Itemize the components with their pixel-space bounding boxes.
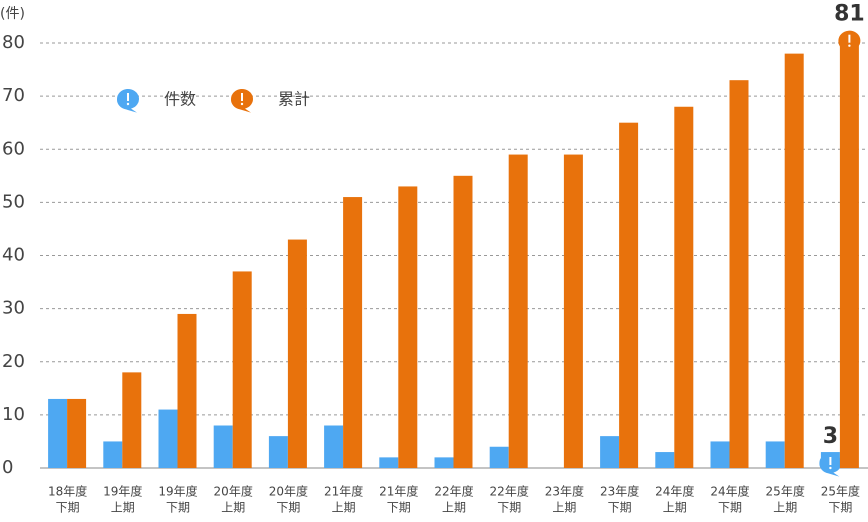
x-tick-label: 19年度 [158,484,197,499]
bubble-mark [848,44,851,47]
bar [324,425,344,468]
x-tick-label: 下期 [828,501,852,515]
x-tick-label: 上期 [663,501,687,515]
bubble-mark [829,457,832,465]
bubble-mark [126,102,130,106]
x-tick-label: 21年度 [379,484,418,499]
x-tick-label: 上期 [111,501,135,515]
x-tick-label: 上期 [773,501,797,515]
x-tick-label: 24年度 [655,484,694,499]
legend-label: 件数 [164,90,196,109]
bar [434,457,454,468]
bar [710,441,730,468]
x-tick-label: 18年度 [48,484,87,499]
x-tick-label: 25年度 [821,484,860,499]
y-tick-label: 50 [2,191,25,212]
bar [453,175,473,468]
x-tick-label: 下期 [276,501,300,515]
x-tick-label: 22年度 [434,484,473,499]
bar [158,409,178,468]
bar [674,106,694,468]
bar [48,398,68,468]
bubble-mark [848,34,851,43]
legend-icon [116,88,139,113]
x-tick-label: 下期 [718,501,742,515]
x-tick-label: 上期 [221,501,245,515]
x-tick-label: 20年度 [214,484,253,499]
x-tick-label: 上期 [552,501,576,515]
x-tick-label: 23年度 [600,484,639,499]
legend-icon [230,88,253,113]
bar [839,37,859,468]
value-label: 3 [823,424,838,449]
unit-label: (件) [0,6,25,22]
bubble-mark [240,102,244,106]
bubble-mark [127,93,129,101]
y-tick-label: 20 [2,351,25,372]
bar [729,80,749,468]
y-tick-label: 10 [2,404,25,425]
bar [232,271,252,468]
x-tick-label: 22年度 [490,484,529,499]
x-tick-label: 下期 [387,501,411,515]
x-tick-label: 上期 [332,501,356,515]
bar [343,197,363,468]
y-tick-label: 0 [2,457,13,478]
x-tick-label: 21年度 [324,484,363,499]
value-bubble [838,30,861,55]
bar [619,122,639,468]
y-tick-label: 40 [2,245,25,266]
x-tick-label: 19年度 [103,484,142,499]
y-tick-label: 60 [2,138,25,159]
value-label: 81 [834,2,865,27]
bar [784,53,804,468]
x-tick-label: 下期 [56,501,80,515]
bar [67,398,87,468]
bar [655,452,675,468]
y-tick-label: 70 [2,85,25,106]
bar [287,239,307,468]
bar [508,154,528,468]
x-tick-label: 下期 [497,501,521,515]
y-tick-label: 30 [2,298,25,319]
bar [213,425,233,468]
bubble-mark [829,466,832,470]
bar [489,446,509,468]
bar [268,436,288,468]
bar [122,372,142,468]
x-tick-label: 上期 [442,501,466,515]
x-tick-label: 下期 [166,501,190,515]
bar [765,441,785,468]
x-tick-label: 下期 [608,501,632,515]
bar [398,186,418,468]
x-tick-label: 25年度 [766,484,805,499]
bubble-mark [241,93,243,101]
bar [103,441,123,468]
x-tick-label: 24年度 [710,484,749,499]
bar [379,457,399,468]
bar [177,313,197,468]
x-tick-label: 23年度 [545,484,584,499]
value-bubble [819,452,842,477]
bar [600,436,620,468]
x-tick-label: 20年度 [269,484,308,499]
bar [563,154,583,468]
y-tick-label: 80 [2,32,25,53]
legend-label: 累計 [278,90,310,109]
